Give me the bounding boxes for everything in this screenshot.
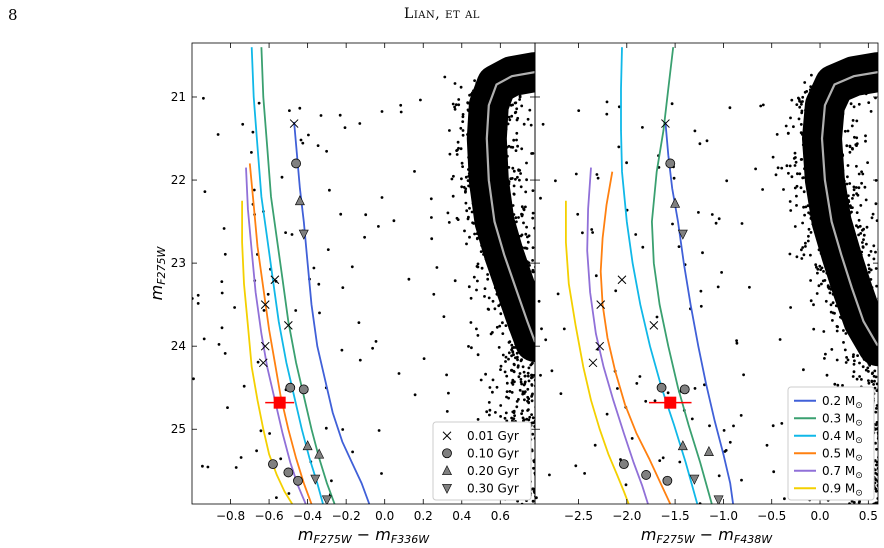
x-tick-label: −0.4 — [293, 509, 322, 523]
x-tick-label: 0.2 — [414, 509, 433, 523]
target-source-point — [265, 396, 295, 409]
y-axis-label: mF275W — [147, 245, 168, 300]
legend-label: 0.01 Gyr — [467, 429, 519, 443]
x-tick-label: 0.0 — [810, 509, 829, 523]
x-tick-label: −0.6 — [255, 509, 284, 523]
age-marker — [260, 300, 270, 310]
age-marker — [703, 445, 714, 456]
ridge-line — [485, 71, 535, 343]
age-marker — [270, 275, 280, 285]
legend-marker — [442, 448, 452, 459]
age-marker — [618, 459, 629, 470]
star-field — [535, 71, 878, 504]
age-marker — [293, 475, 303, 486]
legend-marker — [442, 465, 452, 476]
age-marker — [258, 358, 268, 368]
age-marker — [321, 495, 332, 504]
x-tick-label: 0.4 — [452, 509, 471, 523]
legend-label: 0.30 Gyr — [467, 481, 519, 495]
age-marker — [670, 197, 681, 208]
track-0-5-msun — [248, 163, 313, 504]
target-source-point — [649, 396, 692, 409]
x-tick-label: 0.0 — [375, 509, 394, 523]
legend-label: 0.5 M⊙ — [822, 446, 863, 463]
legend-label: 0.3 M⊙ — [822, 411, 863, 428]
track-0-7-msun — [245, 167, 307, 504]
age-marker — [588, 358, 598, 368]
x-axis-label: mF275W − mF438W — [641, 525, 773, 546]
age-marker — [677, 229, 688, 240]
track-0-2-msun — [664, 121, 734, 504]
track-0-7-msun — [586, 167, 649, 504]
y-tick-label: 23 — [171, 256, 186, 270]
age-marker — [661, 119, 670, 128]
age-marker — [283, 321, 293, 330]
legend-label: 0.10 Gyr — [467, 446, 519, 460]
age-marker — [689, 474, 700, 485]
y-tick-label: 24 — [171, 339, 186, 353]
legend-label: 0.2 M⊙ — [822, 394, 863, 411]
x-tick-label: −2.0 — [612, 509, 641, 523]
age-marker — [289, 119, 299, 128]
age-marker — [656, 382, 667, 393]
legend-label: 0.9 M⊙ — [822, 481, 863, 498]
age-marker — [310, 474, 321, 485]
ridge-line — [820, 71, 878, 347]
panel-right-plot-area — [535, 47, 878, 504]
age-marker — [662, 475, 673, 486]
age-marker — [679, 384, 690, 395]
age-marker — [302, 440, 313, 451]
legend-marker — [442, 483, 452, 494]
age-marker — [641, 470, 652, 480]
age-marker — [596, 300, 606, 310]
age-marker — [595, 341, 605, 351]
x-tick-label: −2.5 — [564, 509, 593, 523]
x-axis-label: mF275W − mF336W — [298, 525, 430, 546]
age-marker — [298, 384, 309, 395]
panel-frame — [534, 42, 879, 505]
age-marker — [291, 158, 301, 169]
x-tick-label: 0.5 — [859, 509, 878, 523]
age-marker — [298, 229, 309, 240]
age-marker — [268, 459, 278, 470]
legend-label: 0.4 M⊙ — [822, 429, 863, 446]
legend-box — [432, 421, 532, 501]
y-tick-label: 21 — [171, 90, 186, 104]
legend-label: 0.7 M⊙ — [822, 464, 863, 481]
running-header: Lian, et al — [404, 6, 480, 22]
x-tick-label: −0.8 — [216, 509, 245, 523]
age-marker — [294, 195, 305, 206]
age-marker — [283, 467, 294, 478]
track-0-3-msun — [650, 47, 713, 504]
age-marker — [260, 341, 270, 351]
track-0-9-msun — [241, 200, 293, 504]
track-0-2-msun — [293, 121, 371, 504]
age-marker — [285, 382, 296, 393]
page-number: 8 — [8, 6, 18, 24]
legend-marker — [442, 431, 452, 441]
age-marker — [617, 275, 627, 285]
y-tick-label: 22 — [171, 173, 186, 187]
x-tick-label: −1.0 — [709, 509, 738, 523]
x-tick-label: −0.5 — [757, 509, 786, 523]
age-marker — [665, 158, 676, 169]
legend-label: 0.20 Gyr — [467, 464, 519, 478]
legend-left: 0.01 Gyr 0.10 Gyr 0.20 Gyr 0.30 Gyr — [432, 421, 532, 501]
x-tick-label: −0.2 — [332, 509, 361, 523]
age-marker — [649, 321, 659, 330]
age-marker — [677, 440, 688, 451]
track-0-4-msun — [250, 47, 324, 504]
track-0-4-msun — [620, 47, 699, 504]
track-0-5-msun — [599, 171, 672, 504]
x-tick-label: −1.5 — [661, 509, 690, 523]
x-tick-label: 0.6 — [491, 509, 510, 523]
age-marker — [713, 495, 724, 504]
track-0-9-msun — [565, 200, 630, 504]
age-marker — [314, 448, 325, 459]
y-tick-label: 25 — [171, 422, 186, 436]
legend-right: 0.2 M⊙0.3 M⊙0.4 M⊙0.5 M⊙0.7 M⊙0.9 M⊙ — [787, 386, 875, 501]
